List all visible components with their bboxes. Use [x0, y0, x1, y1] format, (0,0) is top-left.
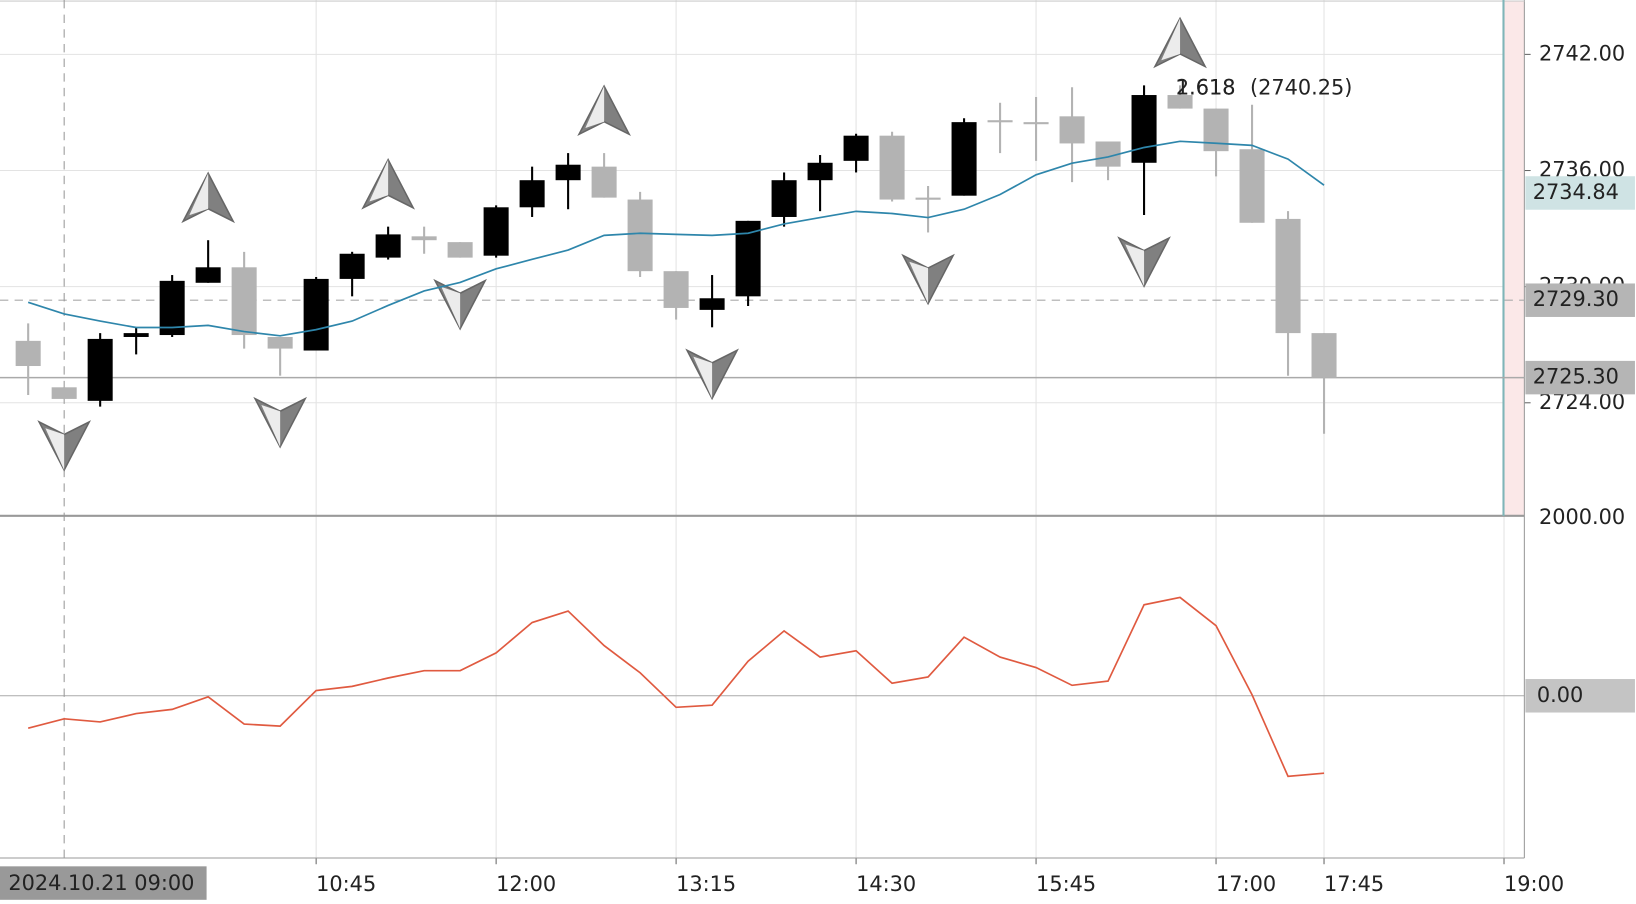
candle-body	[195, 267, 221, 283]
price-tag-bg	[1525, 176, 1635, 210]
candle-body	[735, 220, 761, 297]
crosshair-label: 2024.10.21 09:00	[8, 871, 194, 895]
candle-body	[627, 199, 653, 272]
arrow-highlight	[1125, 244, 1145, 287]
x-tick-label: 12:00	[496, 872, 556, 896]
candle-body	[879, 135, 905, 200]
fib-level: (2740.25)	[1250, 75, 1352, 99]
candle-body	[987, 120, 1013, 123]
candle-body	[771, 180, 797, 217]
candle-body	[51, 387, 77, 399]
candle-body	[1023, 122, 1049, 125]
arrow-highlight	[369, 159, 389, 202]
x-tick-label: 19:00	[1504, 872, 1564, 896]
price-tag: 2729.30	[1533, 287, 1619, 311]
candle-body	[1239, 149, 1265, 223]
candle-body	[303, 278, 329, 351]
candle-body	[843, 135, 869, 161]
arrow-highlight	[1161, 18, 1181, 61]
candle-body	[915, 197, 941, 200]
price-tag: 2725.30	[1533, 365, 1619, 389]
arrow-highlight	[261, 404, 281, 447]
candle-body	[447, 242, 473, 258]
candle-body	[555, 164, 581, 181]
x-tick-label: 13:15	[676, 872, 736, 896]
candle-body	[483, 207, 509, 256]
separator-label: 2000.00	[1539, 505, 1625, 529]
candle-body	[123, 333, 149, 337]
arrow-highlight	[585, 86, 605, 128]
price-tag-bg	[1525, 360, 1635, 395]
moving-average	[27, 140, 1325, 337]
y-tick-label: 2742.00	[1539, 41, 1625, 65]
fib-ratio: 2.618	[1176, 75, 1236, 99]
candle-body	[807, 162, 833, 181]
zero-tag-bg	[1525, 679, 1635, 713]
x-tick-label: 14:30	[856, 872, 916, 896]
candle-body	[159, 280, 185, 336]
candle-body	[1311, 333, 1337, 378]
x-tick-label: 10:45	[316, 872, 376, 896]
oscillator-line	[27, 596, 1325, 778]
price-tag-bg	[1525, 283, 1635, 317]
crosshair-label-bg	[0, 866, 207, 900]
candle-body	[1167, 95, 1193, 109]
candle-body	[267, 336, 293, 349]
candle-body	[1203, 108, 1229, 152]
candle-body	[519, 180, 545, 208]
candle-body	[591, 166, 617, 198]
candle-body	[339, 253, 365, 279]
candle-body	[1059, 116, 1085, 144]
x-tick-label: 17:45	[1324, 872, 1384, 896]
price-tag: 2734.84	[1533, 180, 1619, 204]
candle-body	[699, 298, 725, 310]
candle-body	[951, 122, 977, 196]
candle-body	[375, 234, 401, 258]
candle-body	[1131, 95, 1157, 163]
x-tick-label: 15:45	[1036, 872, 1096, 896]
price-strip	[1503, 1, 1525, 516]
candle-body	[15, 340, 41, 367]
candle-body	[87, 338, 113, 401]
fib-ratio: 1.618	[1176, 75, 1236, 99]
x-tick-label: 17:00	[1216, 872, 1276, 896]
candle-body	[663, 271, 689, 308]
candle-body	[1275, 218, 1301, 334]
y-tick-label: 0.00	[1537, 683, 1583, 707]
candle-body	[411, 236, 437, 241]
candle-body	[231, 267, 257, 336]
